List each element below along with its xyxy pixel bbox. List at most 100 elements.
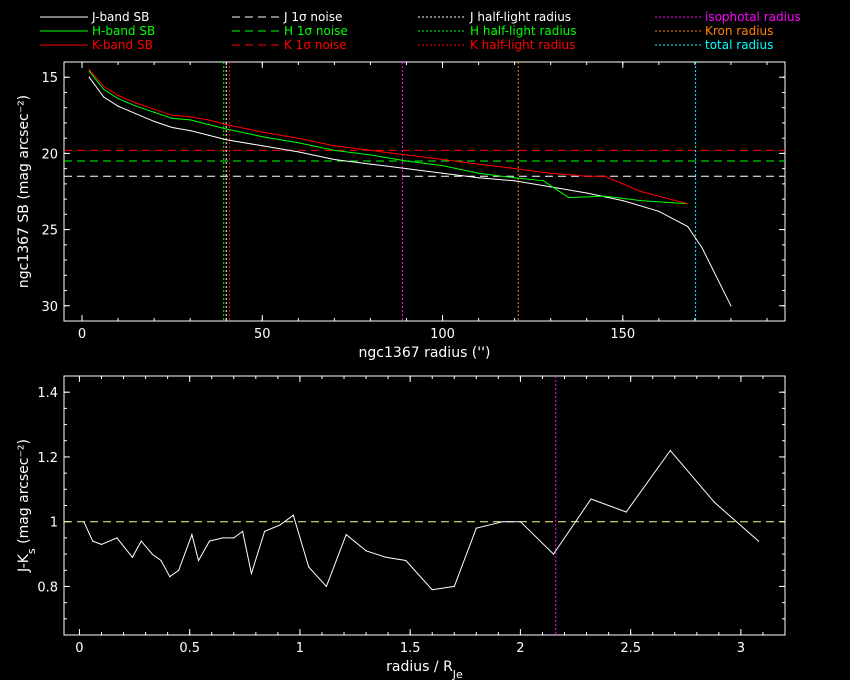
data-point-j-ks [92,540,94,542]
data-point-j-band-sb [658,210,660,212]
legend-item-h-band-sb: H-band SB [40,24,155,38]
data-point-k-band-sb [88,69,90,71]
data-point-j-ks [405,559,407,562]
legend-item-h-half-light-radius: H half-light radius [418,24,577,38]
data-point-j-ks [116,537,118,539]
data-point-j-ks [222,537,224,539]
data-point-h-band-sb [171,117,173,119]
data-point-j-band-sb [261,145,263,147]
legend-label: Kron radius [705,24,773,38]
data-point-j-ks [233,537,235,539]
data-point-h-band-sb [514,177,516,179]
data-point-j-band-sb [477,177,480,179]
x-tick-label: 2 [516,641,524,656]
data-point-j-band-sb [550,186,552,188]
data-point-j-ks [191,534,193,536]
legend-item-k-band-sb: K-band SB [40,38,153,52]
data-point-j-ks [279,524,281,526]
data-point-h-band-sb [604,195,606,197]
y-tick-label: 1 [50,516,58,531]
legend-item-j-half-light-radius: J half-light radius [418,10,571,24]
data-point-j-ks [519,521,522,523]
data-point-k-band-sb [225,123,227,126]
data-point-j-ks [151,553,153,555]
data-point-j-ks [197,559,200,562]
legend-item-total-radius: total radius [655,38,773,52]
data-point-j-ks [345,534,347,536]
y-tick-label: 30 [41,300,58,315]
data-point-j-ks [757,540,760,542]
x-tick-label: 150 [610,327,635,342]
data-point-h-band-sb [117,97,119,100]
series-h-band-sb [88,70,688,205]
data-point-h-band-sb [640,200,642,202]
data-point-j-band-sb [369,163,372,165]
data-point-j-ks [713,501,716,503]
data-point-k-band-sb [135,102,137,104]
data-point-h-band-sb [542,180,545,182]
data-point-j-band-sb [225,139,227,141]
legend-label: K-band SB [92,38,153,52]
data-point-j-ks [241,530,244,533]
x-tick-label: 100 [430,327,455,342]
data-point-j-band-sb [730,305,732,307]
data-point-k-band-sb [586,175,588,177]
data-point-j-ks [169,576,171,578]
data-point-k-band-sb [297,137,299,139]
x-tick-label: 50 [254,327,271,342]
data-point-h-band-sb [297,142,299,144]
data-point-h-band-sb [88,70,90,72]
plot-area [64,376,785,635]
data-point-h-band-sb [103,88,105,91]
data-point-h-band-sb [207,123,209,126]
legend-label: J 1σ noise [283,10,342,24]
data-point-j-ks [131,556,133,558]
data-point-k-band-sb [103,85,105,87]
y-tick-label: 1.2 [37,451,58,466]
x-tick-label: 2.5 [620,641,641,656]
legend-item-h-1-noise: H 1σ noise [232,24,348,38]
data-point-k-band-sb [550,172,552,174]
data-point-j-ks [208,540,211,542]
legend-item-j-1-noise: J 1σ noise [232,10,342,24]
data-point-j-ks [625,511,627,513]
data-point-j-ks [140,540,142,542]
y-tick-label: 1.4 [37,386,58,401]
data-point-j-band-sb [441,172,444,174]
legend-label: H 1σ noise [284,24,348,38]
legend-label: J half-light radius [469,10,571,24]
sb-profile-panel: 0 50 100 150 15 20 25 30 ngc1367 radius ('') ngc1… [16,61,786,361]
data-point-j-band-sb [333,158,335,161]
data-point-k-band-sb [405,154,408,156]
data-point-k-band-sb [189,116,191,118]
x-tick-label: 0 [75,641,83,656]
data-point-j-ks [590,498,592,500]
data-point-j-ks [250,572,253,575]
legend-label: isophotal radius [705,10,801,24]
data-point-j-band-sb [207,134,209,136]
data-point-j-ks [475,527,477,529]
data-point-k-band-sb [441,158,444,161]
x-tick-label: 0 [78,327,86,342]
x-axis-label: ngc1367 radius ('') [359,345,491,361]
y-tick-label: 20 [41,147,58,162]
data-point-j-band-sb [117,105,119,107]
data-point-j-ks [552,553,555,555]
plot-area [64,62,785,321]
legend-label: K 1σ noise [284,38,347,52]
data-point-j-ks [100,543,103,545]
data-point-k-band-sb [604,175,606,177]
data-point-j-ks [325,585,327,588]
data-point-j-ks [308,566,310,568]
data-point-k-band-sb [640,190,642,193]
y-axis-label: ngc1367 SB (mag arcsec⁻²) [16,95,32,288]
x-tick-label: 1 [296,641,304,656]
data-point-j-band-sb [135,113,137,115]
data-point-j-ks [669,449,671,452]
x-tick-label: 1.5 [400,641,421,656]
data-point-h-band-sb [477,172,480,174]
x-tick-label: 0.5 [179,641,200,656]
data-point-k-band-sb [369,149,372,151]
